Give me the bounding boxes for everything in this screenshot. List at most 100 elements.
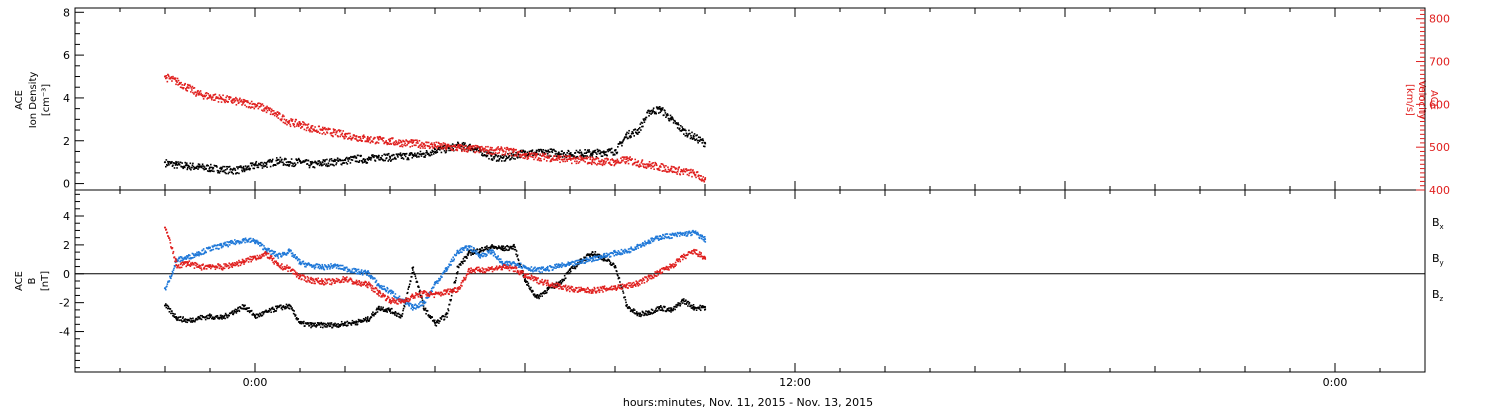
velocity-point <box>222 94 224 97</box>
by-point <box>637 247 640 249</box>
bx-point <box>395 312 397 314</box>
bx-point <box>223 314 226 317</box>
density-point <box>540 150 543 153</box>
velocity-point <box>679 173 682 176</box>
velocity-point <box>322 127 325 130</box>
velocity-point <box>259 102 262 105</box>
bx-point <box>462 258 465 260</box>
velocity-point <box>369 138 371 140</box>
bz-point <box>267 252 270 255</box>
bz-point <box>200 267 202 269</box>
bx-point <box>686 302 688 304</box>
by-point <box>168 281 170 283</box>
bx-point <box>268 310 270 313</box>
by-point <box>331 267 334 269</box>
bz-point <box>243 263 245 265</box>
density-point <box>695 138 698 140</box>
bx-point <box>460 264 462 266</box>
density-point <box>640 121 643 124</box>
density-point <box>173 162 175 164</box>
velocity-point <box>663 164 665 167</box>
velocity-point <box>261 109 263 112</box>
density-point <box>182 166 185 169</box>
density-point <box>195 167 198 170</box>
density-point <box>652 107 655 110</box>
velocity-point <box>688 174 690 177</box>
by-point <box>355 272 358 275</box>
bx-point <box>182 316 184 318</box>
bx-point <box>509 246 511 249</box>
bx-point <box>643 312 646 315</box>
density-point <box>469 143 471 146</box>
by-point <box>298 262 301 265</box>
bx-point <box>583 257 586 259</box>
by-point <box>617 250 620 252</box>
velocity-point <box>352 136 354 139</box>
velocity-point <box>560 155 562 158</box>
bz-point <box>170 246 172 248</box>
bz-point <box>184 262 187 264</box>
bx-point <box>295 316 298 319</box>
density-point <box>433 147 436 149</box>
velocity-point <box>409 146 412 148</box>
velocity-point <box>245 100 247 102</box>
velocity-point <box>192 91 194 94</box>
density-point <box>183 166 186 169</box>
density-point <box>609 148 612 150</box>
velocity-point <box>536 152 538 155</box>
velocity-point <box>440 143 443 145</box>
by-point <box>479 257 482 259</box>
bx-point <box>323 325 326 327</box>
velocity-point-point <box>478 147 482 150</box>
bx-point <box>407 288 409 290</box>
density-point <box>236 166 238 168</box>
by-point <box>653 238 656 241</box>
velocity-point-point <box>681 169 684 172</box>
density-point <box>327 164 329 167</box>
by-point <box>459 248 462 251</box>
bx-point <box>510 247 512 249</box>
density-point <box>579 149 581 152</box>
velocity-point <box>474 151 476 154</box>
velocity-point <box>596 157 599 159</box>
velocity-point <box>586 162 589 165</box>
velocity-point <box>538 157 540 160</box>
density-point <box>373 156 375 159</box>
density-point <box>329 158 331 161</box>
velocity-point <box>287 122 290 125</box>
velocity-point-point <box>501 149 504 152</box>
density-point <box>604 151 606 154</box>
by-point <box>168 280 171 282</box>
velocity-point <box>190 87 193 89</box>
velocity-point <box>379 136 382 139</box>
density-point <box>191 166 193 169</box>
by-point <box>483 255 485 257</box>
by-point <box>555 267 557 270</box>
bx-point <box>306 322 308 324</box>
density-point <box>456 141 459 144</box>
bx-point <box>317 324 320 326</box>
by-point <box>408 305 411 307</box>
velocity-point-point <box>658 165 662 168</box>
velocity-point <box>248 105 250 108</box>
by-point <box>179 260 181 263</box>
velocity-point <box>398 142 401 144</box>
bx-point <box>527 284 529 286</box>
by-point <box>254 242 257 245</box>
velocity-point <box>431 143 434 146</box>
density-point <box>641 122 644 124</box>
by-point <box>616 254 618 256</box>
bx-point <box>565 272 568 275</box>
bz-point <box>175 260 178 263</box>
density-point <box>690 135 692 137</box>
by-point <box>671 237 673 239</box>
density-point <box>622 140 624 142</box>
velocity-point <box>483 150 485 153</box>
velocity-point <box>187 84 190 87</box>
bx-point <box>336 325 339 328</box>
by-point <box>623 251 625 253</box>
bx-point <box>419 294 422 297</box>
by-point <box>572 264 575 267</box>
by-point <box>370 277 372 280</box>
density-point <box>516 157 519 159</box>
